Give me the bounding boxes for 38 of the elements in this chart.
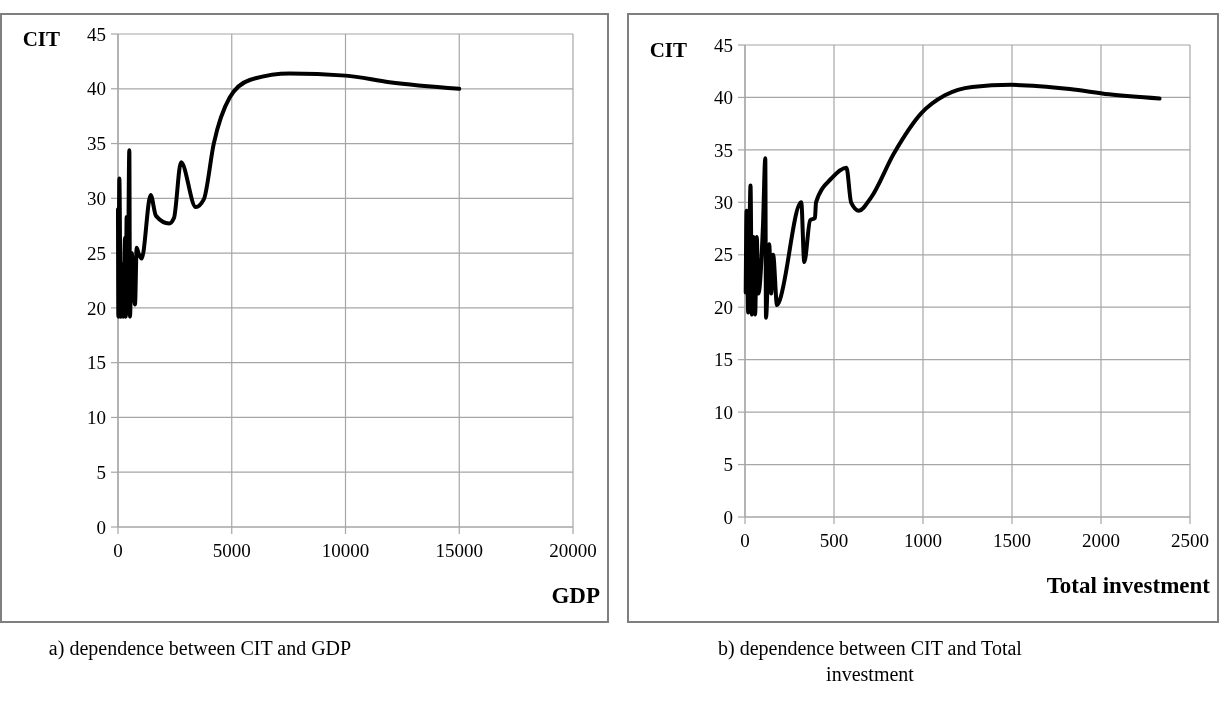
y-tick-label: 20 <box>714 296 733 318</box>
x-tick-label: 10000 <box>321 540 370 561</box>
x-tick-label: 20000 <box>549 540 597 561</box>
y-tick-label: 30 <box>714 191 733 213</box>
x-tick-label: 0 <box>113 540 123 561</box>
y-tick-label: 10 <box>714 401 733 423</box>
x-tick-label: 0 <box>740 530 750 551</box>
x-tick-label: 1500 <box>993 530 1031 551</box>
y-tick-label: 10 <box>87 407 106 429</box>
y-tick-label: 15 <box>714 349 733 371</box>
text: b) dependence between CIT and Total investment <box>718 637 1023 685</box>
y-tick-label: 45 <box>714 34 733 56</box>
x-tick-label: 500 <box>819 530 849 551</box>
y-axis-title: CIT <box>649 38 687 62</box>
x-tick-label: 5000 <box>212 540 251 561</box>
line-series <box>116 71 462 319</box>
x-tick-label: 1000 <box>904 530 942 551</box>
x-tick-label: 15000 <box>435 540 483 561</box>
x-axis-title: GDP <box>551 583 600 608</box>
y-tick-label: 35 <box>87 133 106 155</box>
x-axis-title: Total investment <box>1046 573 1211 598</box>
y-tick-label: 35 <box>714 139 733 161</box>
x-tick-label: 2000 <box>1082 530 1120 551</box>
y-tick-label: 25 <box>714 244 733 266</box>
y-tick-label: 40 <box>714 87 733 109</box>
x-tick-label: 2500 <box>1171 530 1209 551</box>
y-tick-label: 25 <box>87 242 106 264</box>
y-axis-title: CIT <box>22 27 60 51</box>
y-tick-label: 20 <box>87 297 106 319</box>
text: a) dependence between CIT and GDP <box>48 637 352 660</box>
y-tick-label: 15 <box>87 352 106 374</box>
y-tick-label: 45 <box>87 23 106 45</box>
y-tick-label: 40 <box>87 78 106 100</box>
y-tick-label: 0 <box>723 506 733 528</box>
line-series <box>743 82 1162 320</box>
y-tick-label: 5 <box>96 461 106 483</box>
y-tick-label: 5 <box>723 454 733 476</box>
y-tick-label: 30 <box>87 187 106 209</box>
